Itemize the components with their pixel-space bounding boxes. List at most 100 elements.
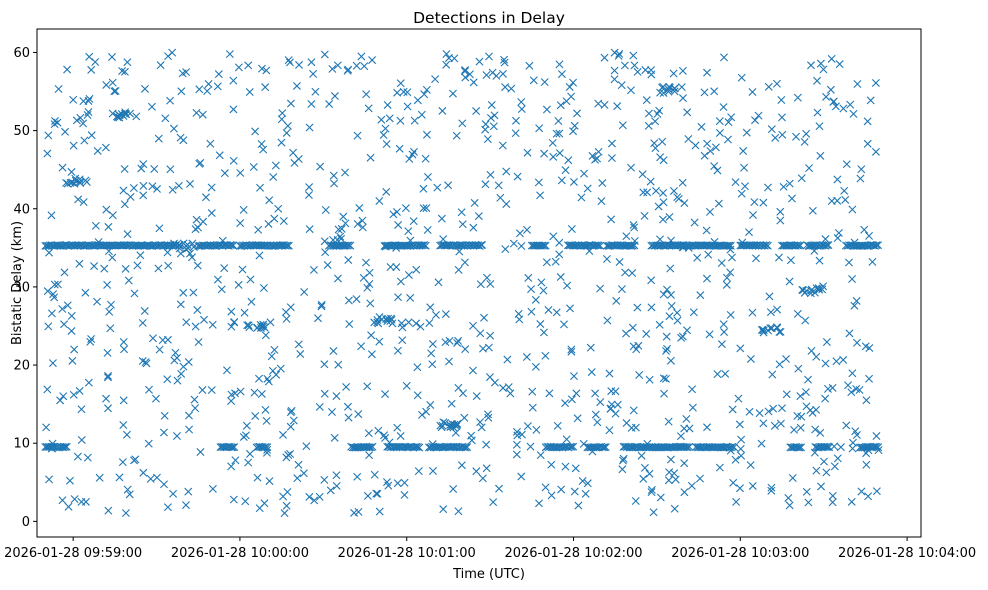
detection-marker xyxy=(833,234,842,243)
detection-marker xyxy=(108,253,117,262)
detection-marker xyxy=(503,355,512,364)
detection-marker xyxy=(353,220,362,229)
x-axis-title: Time (UTC) xyxy=(452,567,525,582)
detection-marker xyxy=(304,191,313,200)
detection-marker xyxy=(58,163,67,172)
detection-marker xyxy=(805,164,814,173)
detection-marker xyxy=(103,373,112,382)
detection-marker xyxy=(703,423,712,432)
detection-marker xyxy=(425,319,434,327)
detection-marker xyxy=(797,174,806,183)
detection-marker xyxy=(160,411,169,420)
detection-marker xyxy=(454,265,463,274)
detection-marker xyxy=(326,486,335,495)
detection-marker xyxy=(796,423,805,432)
detection-marker xyxy=(199,217,208,226)
detection-marker xyxy=(281,308,290,317)
detection-marker xyxy=(647,485,656,494)
detection-marker xyxy=(102,394,111,403)
detection-marker xyxy=(198,110,207,119)
detection-marker xyxy=(170,239,179,248)
detection-marker xyxy=(853,80,862,88)
detection-marker xyxy=(397,319,406,328)
detection-marker xyxy=(441,419,450,428)
detection-marker xyxy=(788,473,797,482)
detection-marker xyxy=(840,186,849,195)
detection-marker xyxy=(477,423,486,432)
detection-marker xyxy=(678,66,687,75)
detection-marker xyxy=(302,442,311,451)
detection-marker xyxy=(678,178,687,187)
detection-marker xyxy=(428,360,437,369)
detection-marker xyxy=(261,83,270,92)
detection-marker xyxy=(139,191,148,200)
x-axis-ticks: 2026-01-28 09:59:00 2026-01-28 10:00:00 20… xyxy=(4,537,976,561)
detection-marker xyxy=(204,79,213,88)
detection-marker xyxy=(344,65,353,74)
detection-marker xyxy=(746,354,755,363)
detection-marker xyxy=(60,268,69,277)
detection-marker xyxy=(77,405,86,414)
detection-marker xyxy=(782,354,791,363)
detection-marker xyxy=(108,78,117,87)
y-tick-label: 0 xyxy=(22,515,30,530)
detection-marker xyxy=(596,241,605,250)
detection-marker xyxy=(796,241,805,250)
detection-marker xyxy=(220,169,229,178)
detection-marker xyxy=(621,268,630,277)
detection-marker xyxy=(710,87,719,96)
detection-marker xyxy=(417,110,426,119)
detection-marker xyxy=(600,443,609,452)
detection-marker xyxy=(768,370,777,379)
detection-marker xyxy=(403,102,412,111)
detection-marker xyxy=(541,241,550,250)
detection-marker xyxy=(79,97,88,106)
detection-marker xyxy=(75,386,84,395)
detection-marker xyxy=(778,130,787,139)
detection-marker xyxy=(394,293,403,302)
detection-marker xyxy=(379,131,388,140)
detection-marker xyxy=(617,285,626,294)
detection-marker xyxy=(664,476,673,485)
detection-marker xyxy=(381,390,390,399)
detection-marker xyxy=(70,345,79,354)
detection-marker xyxy=(591,410,600,419)
detection-marker xyxy=(552,129,561,138)
detection-marker xyxy=(194,338,203,347)
detection-marker xyxy=(215,151,224,160)
detection-marker xyxy=(871,147,880,156)
detection-marker xyxy=(95,473,104,482)
detection-marker xyxy=(777,113,786,122)
detection-marker xyxy=(468,366,477,375)
detection-marker xyxy=(555,250,564,259)
detection-marker xyxy=(85,52,94,61)
detection-marker xyxy=(229,156,238,165)
detection-marker xyxy=(612,296,621,305)
detection-marker xyxy=(227,307,236,316)
detection-marker xyxy=(549,232,558,241)
detection-marker xyxy=(427,349,436,358)
detection-marker xyxy=(242,421,251,430)
detection-marker xyxy=(278,109,287,118)
detection-marker xyxy=(170,356,179,365)
detection-marker xyxy=(664,87,673,96)
detection-marker xyxy=(305,183,314,192)
detection-marker xyxy=(835,60,844,69)
detection-marker xyxy=(48,359,57,368)
detection-marker xyxy=(86,337,95,346)
detection-marker xyxy=(570,487,579,496)
detection-marker xyxy=(431,310,440,319)
detection-marker xyxy=(804,375,813,384)
detection-marker xyxy=(354,507,363,516)
detection-marker xyxy=(536,191,545,200)
detection-marker xyxy=(334,360,343,369)
detection-marker xyxy=(367,443,375,452)
detection-marker xyxy=(120,67,129,76)
detection-marker xyxy=(512,450,521,459)
detection-marker xyxy=(63,179,72,188)
detection-marker xyxy=(782,390,791,399)
detection-marker xyxy=(469,321,478,330)
detection-marker xyxy=(413,442,422,451)
detection-marker xyxy=(141,358,150,367)
detection-marker xyxy=(765,292,774,301)
